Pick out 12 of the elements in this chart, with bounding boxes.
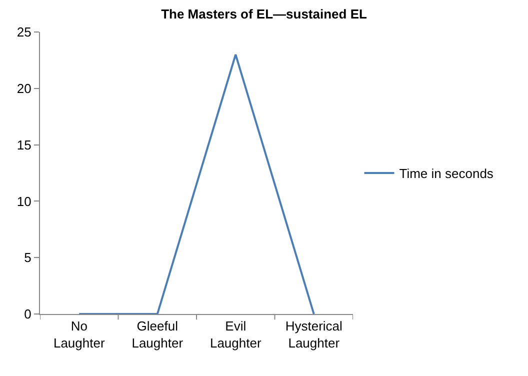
x-tick-label: No Laughter (53, 318, 106, 350)
legend-label: Time in seconds (399, 166, 494, 182)
y-tick-label: 25 (16, 24, 32, 40)
y-tick-label: 15 (16, 137, 32, 152)
chart-title: The Masters of EL—sustained EL (161, 6, 367, 22)
y-tick-label: 0 (24, 306, 32, 322)
y-tick-label: 20 (16, 80, 32, 96)
y-tick-label: 10 (16, 194, 32, 209)
x-tick-label: Evil Laughter (210, 318, 262, 350)
x-tick-label: Hysterical Laughter (285, 318, 343, 350)
y-tick-label: 5 (24, 250, 32, 266)
x-tick-label: Gleeful Laughter (132, 318, 184, 350)
